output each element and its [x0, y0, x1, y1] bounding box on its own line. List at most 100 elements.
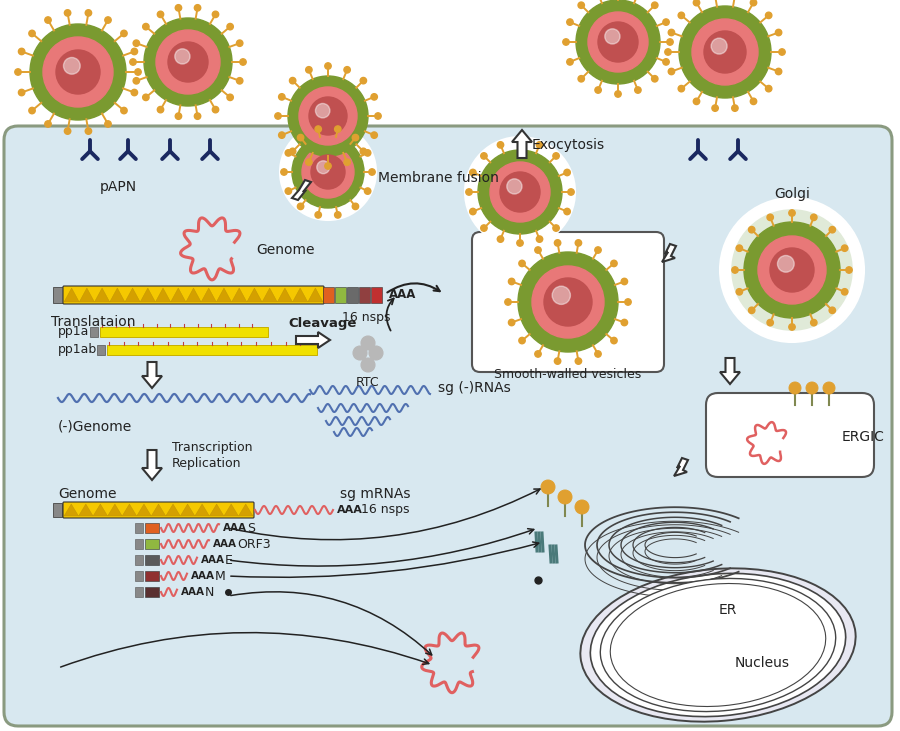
Circle shape: [279, 94, 285, 100]
Circle shape: [518, 260, 526, 267]
Polygon shape: [238, 504, 253, 516]
Circle shape: [158, 11, 164, 18]
Circle shape: [678, 12, 685, 18]
Circle shape: [823, 382, 835, 394]
Text: Exocytosis: Exocytosis: [531, 138, 605, 152]
Circle shape: [678, 86, 685, 92]
Circle shape: [131, 48, 138, 55]
Circle shape: [465, 137, 575, 247]
Circle shape: [212, 11, 219, 18]
Circle shape: [595, 87, 601, 94]
Circle shape: [665, 49, 671, 56]
Polygon shape: [277, 288, 292, 302]
FancyBboxPatch shape: [706, 393, 874, 477]
Bar: [135, 555, 143, 565]
Text: pp1a: pp1a: [58, 325, 89, 338]
Text: Smooth-walled vesicles: Smooth-walled vesicles: [494, 368, 642, 381]
Bar: [135, 523, 143, 533]
Circle shape: [776, 68, 782, 75]
Text: ORF3: ORF3: [237, 537, 271, 550]
Polygon shape: [64, 504, 78, 516]
Circle shape: [652, 2, 658, 9]
Circle shape: [143, 23, 149, 30]
Bar: [135, 571, 143, 581]
Text: ER: ER: [719, 603, 737, 617]
Circle shape: [360, 148, 366, 154]
Circle shape: [237, 77, 243, 84]
Polygon shape: [231, 288, 247, 302]
Circle shape: [18, 89, 25, 96]
Circle shape: [344, 159, 350, 165]
Circle shape: [498, 142, 504, 148]
Text: AAA: AAA: [389, 289, 417, 301]
Circle shape: [564, 208, 571, 215]
Circle shape: [18, 48, 25, 55]
Circle shape: [518, 252, 618, 352]
Polygon shape: [210, 504, 224, 516]
Circle shape: [611, 260, 617, 267]
Bar: [335, 287, 346, 303]
Circle shape: [500, 172, 540, 212]
Circle shape: [121, 107, 127, 114]
Circle shape: [45, 17, 51, 23]
Bar: [323, 287, 334, 303]
Circle shape: [679, 6, 771, 98]
Text: Genome: Genome: [256, 243, 314, 257]
Circle shape: [374, 113, 382, 119]
Circle shape: [302, 146, 354, 198]
Bar: [145, 523, 159, 533]
Polygon shape: [137, 504, 151, 516]
Circle shape: [130, 58, 136, 65]
Circle shape: [744, 222, 840, 318]
Text: pAPN: pAPN: [99, 180, 137, 194]
Circle shape: [536, 142, 543, 148]
Circle shape: [625, 299, 631, 306]
Circle shape: [712, 105, 718, 111]
Circle shape: [65, 128, 71, 135]
Circle shape: [749, 307, 755, 314]
Circle shape: [56, 50, 100, 94]
Circle shape: [227, 94, 233, 101]
Circle shape: [693, 98, 699, 105]
Circle shape: [325, 163, 331, 169]
Circle shape: [564, 170, 571, 175]
Circle shape: [237, 40, 243, 46]
Circle shape: [615, 91, 621, 97]
Circle shape: [605, 29, 620, 44]
Circle shape: [668, 68, 675, 75]
Circle shape: [279, 132, 285, 138]
Circle shape: [316, 104, 330, 118]
Circle shape: [554, 240, 561, 246]
Circle shape: [508, 319, 515, 326]
Circle shape: [829, 227, 835, 233]
Circle shape: [811, 319, 817, 326]
Polygon shape: [93, 504, 108, 516]
Circle shape: [306, 159, 312, 165]
Polygon shape: [180, 504, 194, 516]
Circle shape: [541, 480, 555, 494]
Bar: [100, 327, 268, 337]
Circle shape: [846, 267, 852, 273]
Polygon shape: [296, 332, 330, 348]
Circle shape: [535, 247, 541, 253]
Circle shape: [43, 37, 113, 107]
Circle shape: [732, 267, 738, 273]
Circle shape: [692, 19, 758, 85]
Circle shape: [758, 236, 826, 304]
Circle shape: [369, 169, 375, 175]
Circle shape: [478, 150, 562, 234]
Circle shape: [352, 203, 358, 210]
Circle shape: [290, 77, 296, 84]
Text: S: S: [247, 521, 255, 534]
Ellipse shape: [580, 568, 856, 721]
Circle shape: [344, 67, 350, 73]
Circle shape: [45, 121, 51, 127]
Polygon shape: [125, 288, 140, 302]
Circle shape: [788, 210, 796, 216]
Circle shape: [621, 279, 627, 284]
Circle shape: [361, 358, 375, 372]
Circle shape: [14, 69, 22, 75]
Circle shape: [86, 10, 92, 16]
Circle shape: [470, 208, 476, 215]
Circle shape: [490, 162, 550, 222]
